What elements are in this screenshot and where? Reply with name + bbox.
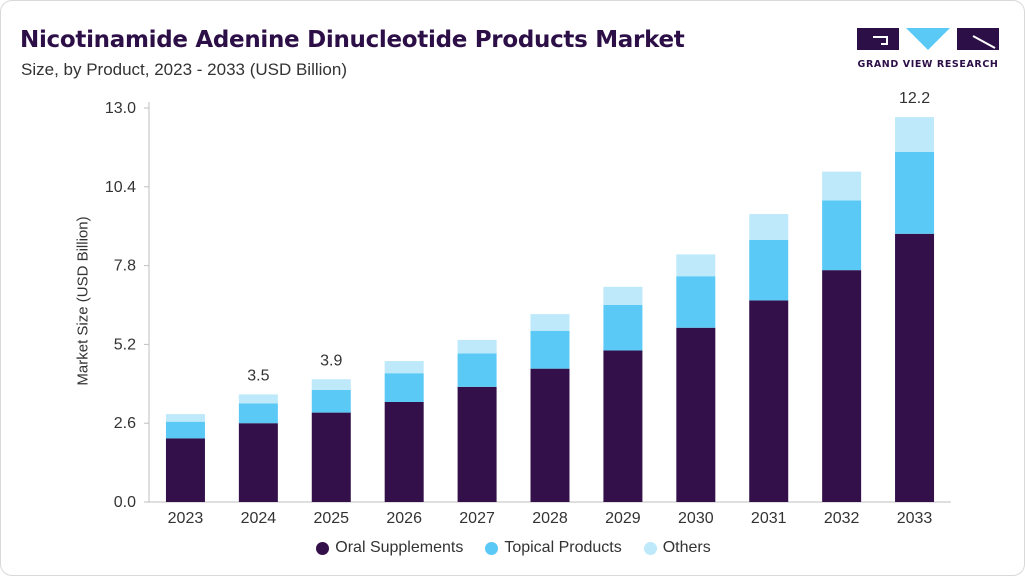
x-tick-label: 2024	[241, 510, 277, 527]
x-tick-label: 2033	[897, 510, 933, 527]
bar-segment	[457, 386, 497, 502]
bar-segment	[165, 414, 205, 422]
bar-segment	[822, 200, 862, 271]
data-label: 3.9	[320, 352, 342, 369]
bar-segment	[676, 276, 716, 328]
bar-segment	[165, 438, 205, 502]
bar-segment	[676, 327, 716, 502]
bar-segment	[822, 270, 862, 502]
legend-item-topical-products: Topical Products	[485, 539, 622, 557]
data-label: 12.2	[899, 90, 930, 107]
y-tick-label: 0.0	[114, 494, 136, 511]
chart-legend: Oral Supplements Topical Products Others	[1, 539, 1024, 557]
y-tick-label: 10.4	[105, 179, 136, 196]
x-tick-label: 2029	[605, 510, 641, 527]
bar-segment	[238, 423, 278, 502]
bar-segment	[384, 361, 424, 374]
bar-segment	[895, 233, 935, 502]
bar-segment	[384, 373, 424, 402]
bar-segment	[311, 379, 351, 390]
bar-segment	[311, 412, 351, 502]
bar-segment	[603, 305, 643, 351]
legend-item-oral-supplements: Oral Supplements	[316, 539, 463, 557]
bar-segment	[311, 389, 351, 413]
x-tick-label: 2032	[824, 510, 860, 527]
y-tick-label: 5.2	[114, 336, 136, 353]
bar-segment	[676, 254, 716, 277]
x-tick-label: 2028	[532, 510, 568, 527]
bar-segment	[457, 353, 497, 387]
y-tick-label: 2.6	[114, 415, 136, 432]
legend-label-topical-products: Topical Products	[504, 539, 622, 556]
bar-segment	[749, 239, 789, 301]
brand-name: GRAND VIEW RESEARCH	[857, 59, 999, 70]
bar-segment	[530, 314, 570, 331]
x-tick-label: 2023	[168, 510, 204, 527]
chart-title: Nicotinamide Adenine Dinucleotide Produc…	[20, 27, 685, 53]
x-tick-label: 2025	[313, 510, 349, 527]
bar-segment	[530, 368, 570, 502]
bar-segment	[895, 151, 935, 234]
legend-swatch-others	[643, 541, 657, 555]
x-tick-label: 2030	[678, 510, 714, 527]
bar-segment	[384, 401, 424, 502]
bar-segment	[749, 214, 789, 240]
bar-segment	[603, 350, 643, 502]
bar-segment	[238, 394, 278, 404]
bar-segment	[530, 330, 570, 369]
x-tick-label: 2026	[386, 510, 422, 527]
legend-item-others: Others	[643, 539, 711, 557]
bar-segment	[603, 286, 643, 305]
legend-label-others: Others	[662, 539, 711, 556]
legend-label-oral-supplements: Oral Supplements	[335, 539, 464, 556]
bar-segment	[165, 421, 205, 439]
bar-segment	[238, 403, 278, 424]
stacked-bar-chart: 0.0 2.6 5.2 7.8 10.4 13.0 2023 2024 3.5 2025 3.9 20…	[105, 90, 951, 527]
y-tick-label: 13.0	[105, 100, 136, 117]
data-label: 3.5	[247, 367, 269, 384]
legend-swatch-topical-products	[485, 541, 499, 555]
x-tick-label: 2027	[459, 510, 495, 527]
legend-swatch-oral-supplements	[316, 541, 330, 555]
bar-segment	[822, 171, 862, 201]
chart-subtitle: Size, by Product, 2023 - 2033 (USD Billi…	[21, 60, 347, 79]
bar-segment	[895, 117, 935, 152]
grand-view-research-logo-icon	[857, 28, 999, 50]
bar-segment	[457, 339, 497, 354]
x-tick-label: 2031	[751, 510, 787, 527]
bar-segment	[749, 300, 789, 502]
y-tick-label: 7.8	[114, 258, 136, 275]
